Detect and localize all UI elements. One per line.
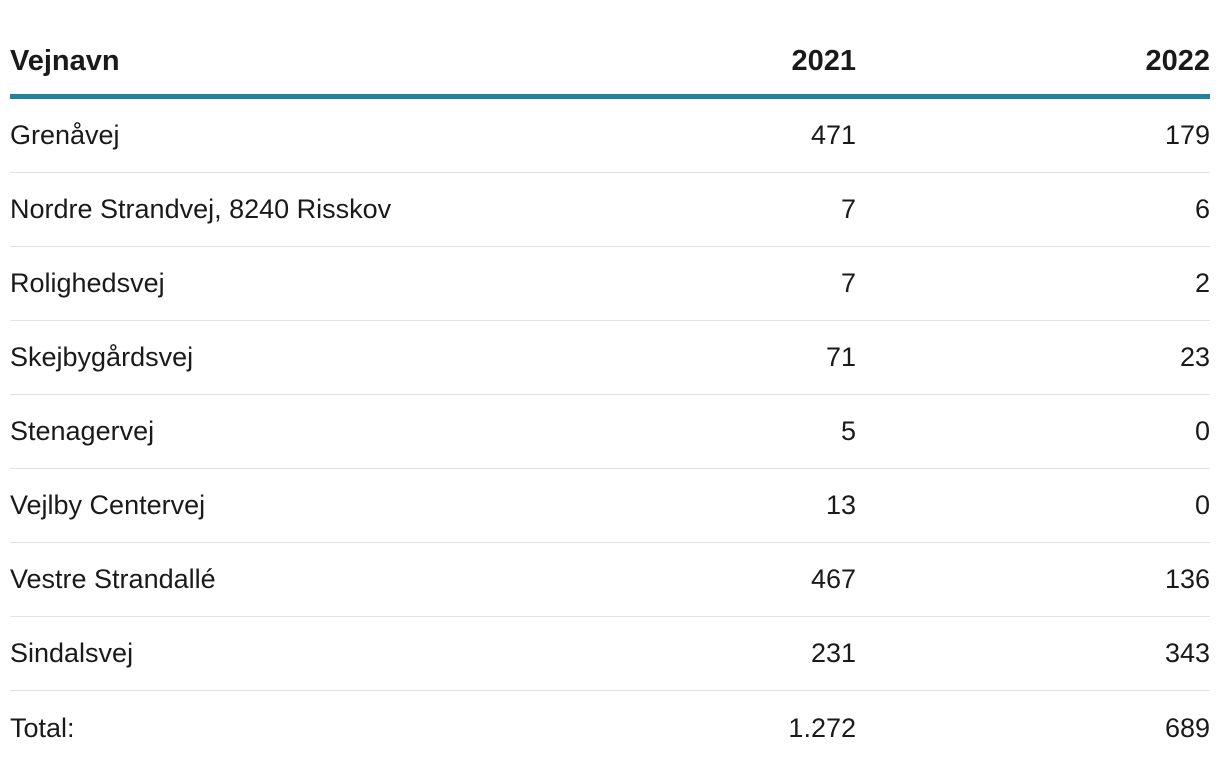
cell-street-name: Sindalsvej [10, 638, 134, 668]
total-2021: 1.272 [788, 712, 856, 743]
cell-2021: 7 [840, 268, 856, 298]
table-row: Vejlby Centervej 13 0 [10, 469, 1210, 543]
total-2022: 689 [1164, 712, 1210, 743]
cell-2022: 343 [1164, 638, 1210, 668]
table-row: Sindalsvej 231 343 [10, 617, 1210, 691]
cell-2022: 136 [1164, 564, 1210, 594]
table-row: Grenåvej 471 179 [10, 99, 1210, 173]
column-header-2022: 2022 [1145, 44, 1210, 77]
cell-street-name: Vestre Strandallé [10, 564, 216, 594]
table-row: Skejbygårdsvej 71 23 [10, 321, 1210, 395]
table-row: Vestre Strandallé 467 136 [10, 543, 1210, 617]
total-row: Total: 1.272 689 [10, 691, 1210, 765]
cell-2021: 71 [825, 342, 856, 372]
cell-2021: 7 [840, 194, 856, 224]
column-header-vejnavn: Vejnavn [10, 44, 120, 77]
table-row: Rolighedsvej 7 2 [10, 247, 1210, 321]
data-table: Vejnavn 2021 2022 Grenåvej 471 179 Nordr… [10, 0, 1210, 765]
cell-street-name: Vejlby Centervej [10, 490, 206, 520]
cell-2021: 5 [840, 416, 856, 446]
cell-street-name: Rolighedsvej [10, 268, 165, 298]
cell-2021: 471 [810, 120, 856, 150]
cell-2022: 6 [1194, 194, 1210, 224]
total-label: Total: [10, 712, 75, 743]
cell-2022: 0 [1194, 490, 1210, 520]
table-header: Vejnavn 2021 2022 [10, 0, 1210, 99]
cell-street-name: Skejbygårdsvej [10, 342, 194, 372]
cell-2022: 2 [1194, 268, 1210, 298]
table-row: Stenagervej 5 0 [10, 395, 1210, 469]
cell-2021: 13 [825, 490, 856, 520]
table-row: Nordre Strandvej, 8240 Risskov 7 6 [10, 173, 1210, 247]
cell-street-name: Stenagervej [10, 416, 155, 446]
cell-2021: 231 [810, 638, 856, 668]
cell-street-name: Grenåvej [10, 120, 120, 150]
cell-2021: 467 [810, 564, 856, 594]
cell-2022: 0 [1194, 416, 1210, 446]
column-header-2021: 2021 [791, 44, 856, 77]
cell-street-name: Nordre Strandvej, 8240 Risskov [10, 194, 392, 224]
cell-2022: 179 [1164, 120, 1210, 150]
cell-2022: 23 [1179, 342, 1210, 372]
